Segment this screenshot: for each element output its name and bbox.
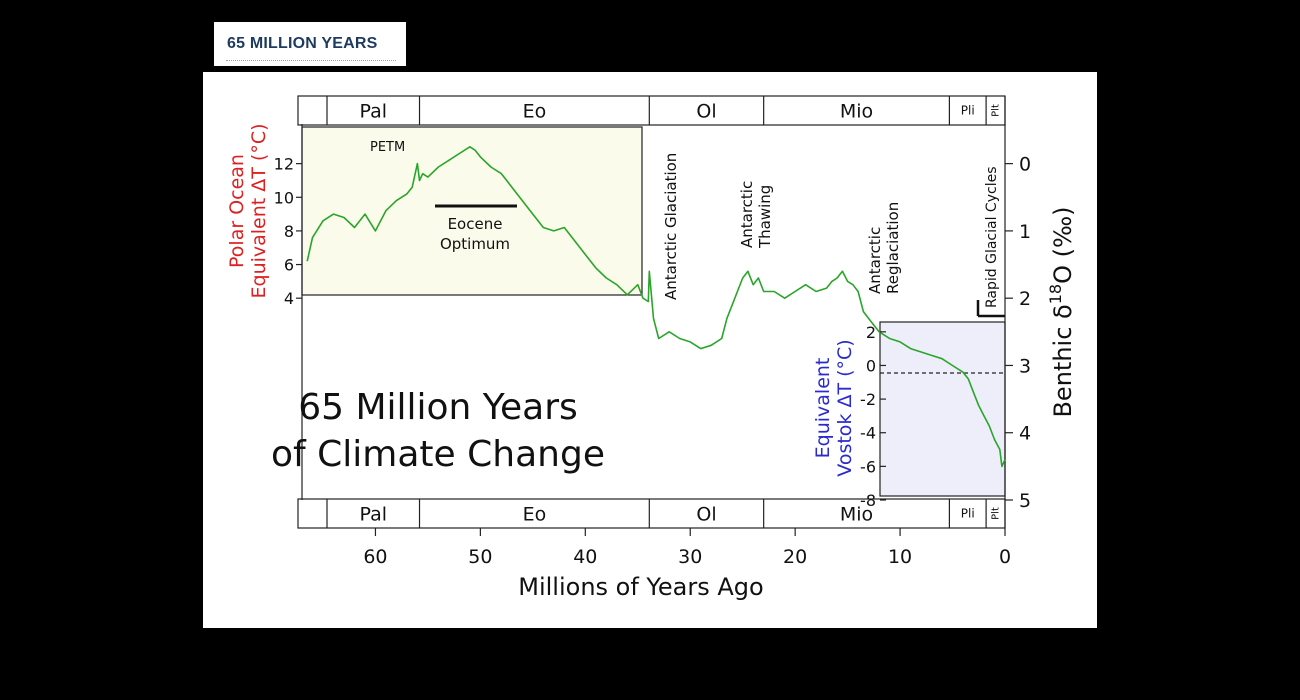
y-left-bottom-axis-label: Equivalent Vostok ΔT (°C) — [812, 339, 856, 476]
vostok-inset — [879, 321, 1006, 497]
chart-panel: Pal Eo Ol Mio Pli Plt Pal Eo Ol Mio Pli Plt 60 50 40… — [203, 72, 1097, 628]
antarctic-reglaciation-label-line1: Antarctic — [866, 227, 884, 294]
antarctic-thawing-annotation: Antarctic Thawing — [738, 181, 774, 249]
y-left-top-label-line2: Equivalent ΔT (°C) — [248, 123, 270, 298]
y-left-top-label-line1: Polar Ocean — [226, 154, 248, 268]
epoch-label: Mio — [840, 504, 873, 526]
antarctic-glaciation-label: Antarctic Glaciation — [662, 153, 680, 300]
y-left-bottom-tick-label: -4 — [860, 424, 876, 443]
epoch-bar-bottom: Pal Eo Ol Mio Pli Plt — [297, 498, 1006, 529]
y-left-top-tick-label: 10 — [274, 188, 294, 207]
antarctic-thawing-label-line1: Antarctic — [738, 181, 756, 248]
epoch-label: Pli — [961, 507, 975, 521]
antarctic-thawing-label-line2: Thawing — [756, 185, 774, 249]
epoch-label: Pal — [359, 101, 387, 123]
chart-title-line2: of Climate Change — [271, 434, 605, 475]
y-left-top-tick-label: 12 — [274, 155, 294, 174]
climate-chart: Pal Eo Ol Mio Pli Plt Pal Eo Ol Mio Pli Plt 60 50 40… — [226, 95, 1077, 601]
x-tick-label: 30 — [678, 546, 702, 568]
y-left-bottom-axis: 2 0 -2 -4 -6 -8 — [860, 323, 886, 510]
x-tick-label: 40 — [573, 546, 597, 568]
eocene-optimum-label-line2: Optimum — [440, 235, 510, 253]
x-axis: 60 50 40 30 20 10 0 — [363, 528, 1011, 568]
y-right-tick-label: 4 — [1019, 423, 1031, 445]
y-right-tick-label: 3 — [1019, 355, 1031, 377]
epoch-bar-top: Pal Eo Ol Mio Pli Plt — [297, 95, 1006, 126]
x-tick-label: 50 — [468, 546, 492, 568]
y-right-axis-label: Benthic δ18O (‰) — [1046, 206, 1077, 417]
x-tick-label: 0 — [999, 546, 1011, 568]
epoch-bar-frame — [297, 95, 1006, 126]
epoch-label: Eo — [523, 504, 547, 526]
y-right-label-sup: 18 — [1046, 284, 1065, 304]
y-left-top-axis-label: Polar Ocean Equivalent ΔT (°C) — [226, 123, 270, 298]
y-left-bottom-tick-label: -6 — [860, 457, 876, 476]
y-left-top-axis: 12 10 8 6 4 — [274, 155, 302, 308]
rapid-glacial-cycles-annotation: Rapid Glacial Cycles — [984, 167, 1000, 309]
benthic-d18o-line — [306, 146, 1006, 468]
rapid-glacial-cycles-label: Rapid Glacial Cycles — [984, 167, 1000, 309]
y-right-tick-label: 0 — [1019, 154, 1031, 176]
y-left-bottom-tick-label: -2 — [860, 390, 876, 409]
epoch-label: Plt — [991, 507, 1002, 520]
y-right-tick-label: 5 — [1019, 490, 1031, 512]
y-left-top-tick-label: 6 — [284, 256, 294, 275]
page-header-title: 65 MILLION YEARS — [227, 35, 378, 52]
epoch-label: Pli — [961, 104, 975, 118]
epoch-label: Ol — [696, 101, 716, 123]
y-left-bottom-label-line2: Vostok ΔT (°C) — [834, 339, 856, 476]
y-right-label-end: O (‰) — [1049, 206, 1077, 283]
y-left-bottom-label-line1: Equivalent — [812, 358, 834, 459]
epoch-label: Pal — [359, 504, 387, 526]
y-left-top-tick-label: 8 — [284, 222, 294, 241]
antarctic-reglaciation-label-line2: Reglaciation — [884, 202, 902, 294]
y-right-label-main: Benthic δ — [1049, 304, 1077, 417]
x-tick-label: 10 — [888, 546, 912, 568]
y-left-top-tick-label: 4 — [284, 289, 294, 308]
y-right-tick-label: 2 — [1019, 288, 1031, 310]
antarctic-reglaciation-annotation: Antarctic Reglaciation — [866, 202, 902, 294]
y-left-bottom-tick-label: -8 — [860, 491, 876, 510]
epoch-label: Plt — [991, 104, 1002, 117]
y-right-tick-label: 1 — [1019, 221, 1031, 243]
x-axis-label: Millions of Years Ago — [518, 573, 763, 601]
petm-label: PETM — [370, 140, 405, 155]
eocene-optimum-label-line1: Eocene — [448, 215, 503, 233]
epoch-label: Mio — [840, 101, 873, 123]
y-left-bottom-tick-label: 2 — [866, 323, 876, 342]
y-right-axis: 0 1 2 3 4 5 — [1005, 154, 1031, 512]
antarctic-glaciation-annotation: Antarctic Glaciation — [662, 153, 680, 300]
epoch-bar-frame — [297, 498, 1006, 529]
epoch-label: Ol — [696, 504, 716, 526]
svg-text:Benthic δ18O (‰): Benthic δ18O (‰) — [1046, 206, 1077, 417]
page-header-tab[interactable]: 65 MILLION YEARS — [214, 22, 406, 66]
x-tick-label: 60 — [363, 546, 387, 568]
epoch-label: Eo — [523, 101, 547, 123]
y-left-bottom-tick-label: 0 — [866, 356, 876, 375]
x-tick-label: 20 — [783, 546, 807, 568]
header-underline — [226, 60, 396, 61]
chart-title-line1: 65 Million Years — [298, 387, 578, 428]
polar-ocean-inset — [301, 126, 643, 296]
